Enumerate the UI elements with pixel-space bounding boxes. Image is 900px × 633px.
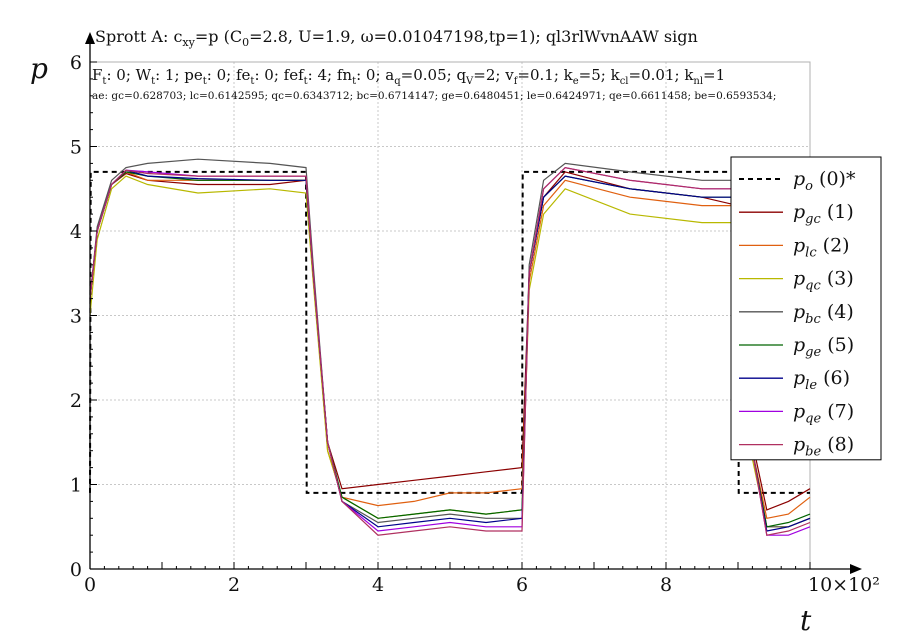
- legend-label-lc: plc (2): [793, 234, 850, 260]
- errors-line: ae: gc=0.628703; lc=0.6142595; qc=0.6343…: [92, 90, 776, 102]
- x-tick-label: 6: [516, 574, 528, 596]
- params-line: Ft: 0; Wt: 1; pet: 0; fet: 0; feft: 4; f…: [92, 66, 725, 87]
- y-axis-label: p: [30, 52, 48, 85]
- series-line-qc: [89, 175, 811, 528]
- x-axis-multiplier: 10×10²: [808, 574, 880, 596]
- y-tick-label: 1: [70, 475, 82, 497]
- legend-label-o: po (0)*: [793, 168, 856, 194]
- reference-series: [89, 170, 810, 494]
- series-line-ge: [89, 171, 811, 528]
- reference-line: [89, 170, 810, 494]
- x-tick-label: 2: [228, 574, 240, 596]
- y-tick-label: 5: [70, 137, 82, 159]
- y-axis-arrow: [85, 32, 95, 44]
- y-tick-label: 3: [70, 306, 82, 328]
- y-tick-label: 6: [70, 52, 82, 74]
- legend-label-bc: pbc (4): [793, 301, 854, 327]
- series-lines: [89, 158, 811, 536]
- y-tick-label: 4: [70, 221, 82, 243]
- legend-label-qe: pqe (7): [793, 400, 854, 426]
- series-line-le: [89, 169, 811, 532]
- x-tick-label: 8: [660, 574, 672, 596]
- x-axis-label: t: [800, 604, 812, 633]
- legend: po (0)* pgc (1) plc (2) pqc (3) pbc (4) pge (…: [730, 156, 882, 461]
- tick-labels: 0 2 4 6 8 0 1 2 3 4 5 6: [70, 52, 672, 596]
- series-line-lc: [89, 171, 811, 520]
- legend-label-le: ple (6): [793, 367, 850, 393]
- legend-label-be: pbe (8): [793, 434, 854, 460]
- series-line-bc: [89, 158, 811, 528]
- x-tick-label: 0: [84, 574, 96, 596]
- legend-label-ge: pge (5): [793, 334, 854, 360]
- legend-label-gc: pgc (1): [793, 201, 854, 227]
- axes: [85, 32, 862, 574]
- x-axis-arrow: [850, 564, 862, 574]
- y-tick-label: 0: [70, 559, 82, 581]
- y-tick-label: 2: [70, 390, 82, 412]
- legend-box: [730, 156, 882, 461]
- x-tick-label: 4: [372, 574, 384, 596]
- legend-label-qc: pqc (3): [793, 268, 854, 294]
- chart-title: Sprott A: cxy=p (C0=2.8, U=1.9, ω=0.0104…: [95, 27, 698, 49]
